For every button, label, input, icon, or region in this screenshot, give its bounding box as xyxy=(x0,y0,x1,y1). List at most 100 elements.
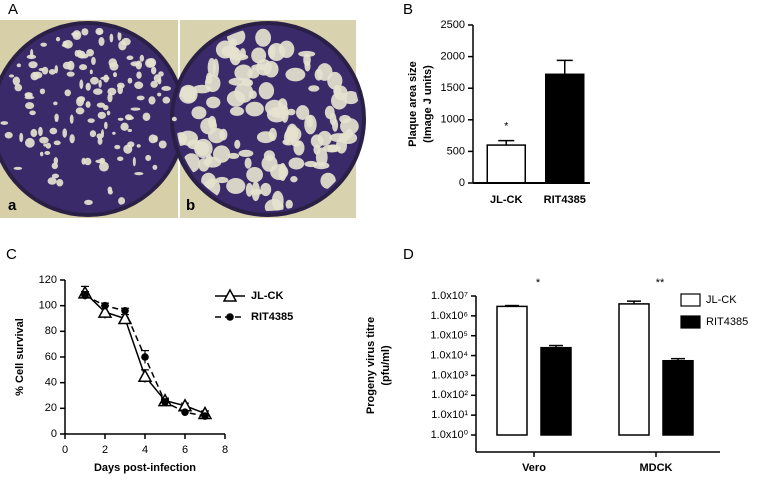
plaque xyxy=(8,74,15,78)
plaque xyxy=(226,178,246,194)
plaque xyxy=(106,110,111,116)
legend-label: RIT4385 xyxy=(706,316,748,328)
plaque xyxy=(118,197,126,205)
x-axis-label: Days post-infection xyxy=(94,462,196,474)
plaque xyxy=(150,66,157,75)
bar xyxy=(618,303,650,436)
x-tick-label: Vero xyxy=(522,462,546,474)
plaque xyxy=(208,115,217,129)
plaque xyxy=(38,67,45,72)
plaque xyxy=(203,156,222,168)
plaque xyxy=(84,157,92,166)
legend-label: JL-CK xyxy=(706,294,737,306)
legend-swatch xyxy=(680,293,701,307)
y-tick-label: 1.0x10⁵ xyxy=(430,330,468,342)
plaque xyxy=(327,71,343,90)
plaque xyxy=(322,144,341,153)
plaque xyxy=(39,136,49,144)
plaque xyxy=(136,95,145,101)
plaque xyxy=(148,134,158,144)
y-tick-label: 1.0x10⁰ xyxy=(431,429,469,441)
plaque xyxy=(30,128,38,138)
marker xyxy=(141,353,149,361)
plaque xyxy=(148,96,156,105)
plaque xyxy=(290,176,298,183)
marker xyxy=(121,307,129,315)
y-tick-label: 2500 xyxy=(441,19,465,31)
plaque xyxy=(16,63,22,68)
y-tick-label: 1500 xyxy=(441,82,465,94)
y-tick-label: 100 xyxy=(39,300,57,312)
panel-label: B xyxy=(403,1,413,18)
plaque xyxy=(85,101,91,108)
plaque xyxy=(98,79,102,88)
plaque xyxy=(191,106,207,120)
plaque xyxy=(260,182,272,197)
plaque xyxy=(112,72,118,78)
plaque xyxy=(120,122,129,131)
y-tick-label: 20 xyxy=(45,402,57,414)
plaque xyxy=(245,182,253,197)
plaque xyxy=(207,128,225,144)
plaque xyxy=(258,82,275,100)
plaque xyxy=(89,130,97,138)
plaque xyxy=(40,42,47,47)
legend-label: JL-CK xyxy=(251,290,283,302)
plaque xyxy=(86,48,95,57)
plaque xyxy=(314,68,323,81)
plaque xyxy=(304,114,317,135)
plaque xyxy=(62,128,68,138)
plaque xyxy=(45,142,52,149)
plaque xyxy=(136,144,141,148)
marker xyxy=(201,412,209,420)
plaque xyxy=(117,156,124,162)
plaque xyxy=(251,181,261,202)
plaque xyxy=(204,74,221,93)
plaque xyxy=(114,144,121,150)
y-axis-label: (pfu/ml) xyxy=(380,345,392,386)
y-tick-label: 120 xyxy=(39,274,57,286)
plaque xyxy=(304,160,318,168)
plaque xyxy=(157,92,162,97)
plaque xyxy=(150,80,158,88)
y-tick-label: 1.0x10⁷ xyxy=(431,290,468,302)
plaque xyxy=(100,76,110,81)
plaque xyxy=(53,101,58,106)
plaque xyxy=(28,61,38,69)
plaque xyxy=(74,50,80,57)
plaque xyxy=(127,141,135,148)
marker xyxy=(181,408,189,416)
panel-label: A xyxy=(8,1,18,18)
x-tick-label: 2 xyxy=(102,444,108,456)
plaque xyxy=(130,107,141,111)
plaque xyxy=(248,90,257,99)
plaque xyxy=(39,88,46,95)
plaque xyxy=(132,156,136,167)
plaque xyxy=(320,172,336,189)
plaque xyxy=(286,123,299,143)
plaque xyxy=(201,172,216,189)
x-tick-label: 4 xyxy=(142,444,148,456)
plaque xyxy=(139,54,145,62)
bar xyxy=(545,73,585,184)
plaque xyxy=(97,111,106,119)
bar xyxy=(662,359,694,436)
plaque xyxy=(212,58,220,78)
y-tick-label: 1.0x10² xyxy=(431,389,468,401)
plaque xyxy=(226,90,246,107)
plaque xyxy=(71,31,81,37)
plaque xyxy=(310,134,324,148)
plaque xyxy=(87,118,95,123)
plaque xyxy=(339,114,351,124)
plaque xyxy=(112,131,116,135)
plaque xyxy=(75,107,85,115)
plaque xyxy=(130,61,141,67)
plaque xyxy=(117,117,124,121)
plaque xyxy=(24,95,35,100)
plaque xyxy=(234,139,241,149)
plaque xyxy=(256,131,275,144)
bar xyxy=(486,144,526,184)
plaque xyxy=(280,104,289,123)
y-tick-label: 1.0x10⁴ xyxy=(430,349,468,361)
